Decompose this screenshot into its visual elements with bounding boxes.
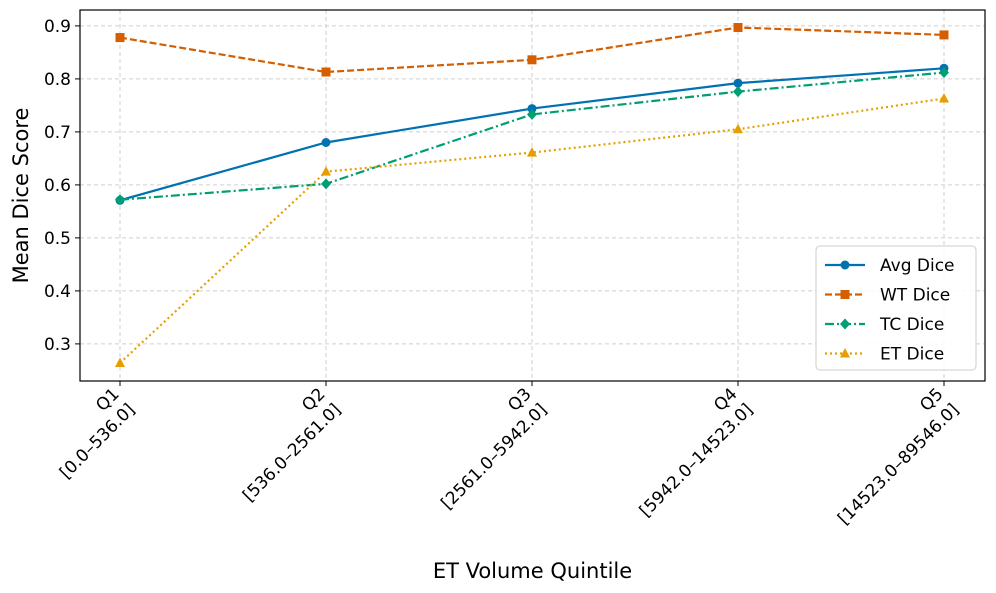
y-tick-label: 0.3 <box>44 335 71 355</box>
data-point-avg-dice <box>321 138 331 147</box>
data-point-wt-dice <box>939 30 949 40</box>
x-tick-label-range: [536.0–2561.0] <box>239 400 345 506</box>
y-tick-label: 0.7 <box>44 123 71 143</box>
legend-marker-et-dice <box>840 348 850 358</box>
legend-marker-tc-dice <box>840 318 850 330</box>
x-axis: Q1[0.0–536.0] Q2[536.0–2561.0] Q3[2561.0–5… <box>56 381 963 529</box>
data-point-avg-dice <box>527 104 537 114</box>
y-axis: 0.3 0.4 0.5 0.6 0.7 0.8 0.9 <box>44 17 80 355</box>
series-group <box>115 22 949 367</box>
y-tick-label: 0.4 <box>44 282 71 302</box>
data-point-et-dice <box>939 93 949 103</box>
x-tick-label-range: [0.0–536.0] <box>56 400 139 483</box>
legend-label-avg-dice: Avg Dice <box>880 256 955 276</box>
data-point-et-dice <box>733 123 743 134</box>
data-point-tc-dice <box>527 108 537 120</box>
x-tick-label-range: [5942.0–14523.0] <box>636 400 757 521</box>
x-tick-label-range: [14523.0–89546.0] <box>834 400 963 529</box>
x-axis-title: ET Volume Quintile <box>433 559 632 583</box>
series-line-tc-dice <box>119 71 945 201</box>
legend-marker-wt-dice <box>840 290 850 299</box>
data-point-tc-dice <box>321 178 331 190</box>
data-point-et-dice <box>321 166 331 176</box>
y-axis-title: Mean Dice Score <box>9 108 33 284</box>
y-tick-label: 0.8 <box>44 70 71 90</box>
data-point-wt-dice <box>527 55 537 65</box>
data-point-et-dice <box>115 357 125 367</box>
legend-label-tc-dice: TC Dice <box>879 315 944 335</box>
data-point-avg-dice <box>733 78 743 88</box>
x-tick-label: Q2[536.0–2561.0] <box>239 384 345 506</box>
data-point-wt-dice <box>115 33 125 43</box>
legend: Avg Dice WT Dice TC Dice ET Dice <box>815 245 977 371</box>
data-point-tc-dice <box>733 86 743 98</box>
data-point-wt-dice <box>733 22 743 32</box>
x-tick-label-range: [2561.0–5942.0] <box>437 400 551 514</box>
legend-label-et-dice: ET Dice <box>880 345 944 365</box>
x-tick-label: Q4[5942.0–14523.0] <box>636 384 757 521</box>
y-tick-label: 0.6 <box>44 176 71 196</box>
x-tick-label: Q1[0.0–536.0] <box>56 384 139 483</box>
legend-label-wt-dice: WT Dice <box>880 286 950 306</box>
data-point-wt-dice <box>321 67 331 77</box>
data-point-et-dice <box>527 147 537 157</box>
legend-box <box>815 245 977 371</box>
y-tick-label: 0.9 <box>44 17 71 37</box>
x-tick-label: Q3[2561.0–5942.0] <box>437 384 551 514</box>
x-tick-label: Q5[14523.0–89546.0] <box>834 384 963 529</box>
y-tick-label: 0.5 <box>44 229 71 249</box>
data-point-tc-dice <box>115 194 125 206</box>
legend-marker-avg-dice <box>840 260 850 270</box>
data-point-tc-dice <box>939 67 949 79</box>
